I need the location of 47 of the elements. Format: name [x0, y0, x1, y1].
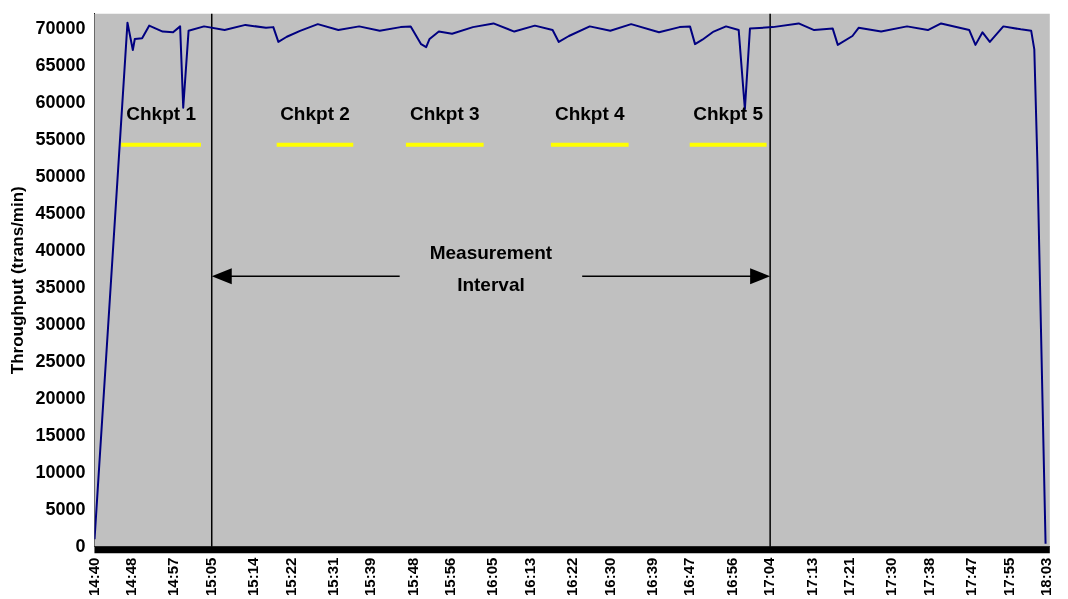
x-tick-label: 16:30 — [600, 557, 618, 597]
y-tick-label: 25000 — [35, 350, 86, 371]
x-tick-label: 17:47 — [962, 557, 980, 597]
x-tick-label: 14:57 — [164, 557, 182, 597]
series-label: Chkpt 5 — [693, 103, 764, 125]
x-tick-label: 17:55 — [999, 557, 1017, 597]
y-tick-label: 20000 — [35, 387, 86, 408]
y-tick-label: 45000 — [35, 202, 86, 223]
x-tick-label: 17:30 — [882, 557, 900, 597]
x-tick-label: 14:48 — [122, 557, 140, 597]
series-label: Chkpt 2 — [280, 103, 350, 125]
series-label: Chkpt 4 — [554, 103, 626, 125]
x-tick-label: 17:13 — [802, 557, 820, 597]
x-tick-label: 16:13 — [520, 557, 538, 597]
x-tick-label: 16:05 — [483, 557, 501, 597]
x-tick-label: 18:03 — [1037, 557, 1055, 597]
y-tick-label: 65000 — [35, 54, 86, 75]
y-tick-label: 0 — [75, 535, 86, 556]
y-tick-label: 40000 — [35, 239, 86, 260]
y-tick-label: 35000 — [35, 276, 86, 297]
x-tick-label: 15:48 — [403, 557, 421, 597]
x-tick-label: 15:39 — [361, 557, 379, 597]
x-tick-label: 16:22 — [563, 557, 581, 597]
y-tick-label: 60000 — [35, 91, 86, 112]
x-tick-label: 15:22 — [281, 557, 299, 597]
y-tick-label: 15000 — [35, 424, 86, 445]
x-tick-label: 17:21 — [840, 557, 858, 597]
y-tick-label: 10000 — [35, 461, 86, 482]
x-tick-label: 15:05 — [201, 557, 219, 597]
annotation: Measurement Interval — [429, 242, 553, 296]
y-tick-label: 30000 — [35, 313, 86, 334]
x-tick-label: 16:39 — [642, 557, 660, 597]
y-tick-label: 50000 — [35, 165, 86, 186]
y-axis-title: Throughput (trans/min) — [7, 186, 27, 375]
x-tick-label: 16:56 — [722, 557, 740, 597]
series-label: Chkpt 1 — [126, 103, 197, 125]
y-tick-label: 70000 — [35, 17, 86, 38]
y-tick-label: 5000 — [45, 498, 86, 519]
x-tick-label: 15:31 — [323, 557, 341, 597]
x-tick-label: 15:14 — [244, 556, 262, 597]
x-tick-label: 16:47 — [680, 557, 698, 597]
x-tick-label: 17:04 — [760, 556, 778, 597]
y-tick-label: 55000 — [35, 128, 86, 149]
x-tick-label: 17:38 — [919, 557, 937, 597]
x-tick-label: 15:56 — [441, 557, 459, 597]
series-label: Chkpt 3 — [409, 103, 480, 125]
x-tick-label: 14:40 — [84, 557, 102, 597]
